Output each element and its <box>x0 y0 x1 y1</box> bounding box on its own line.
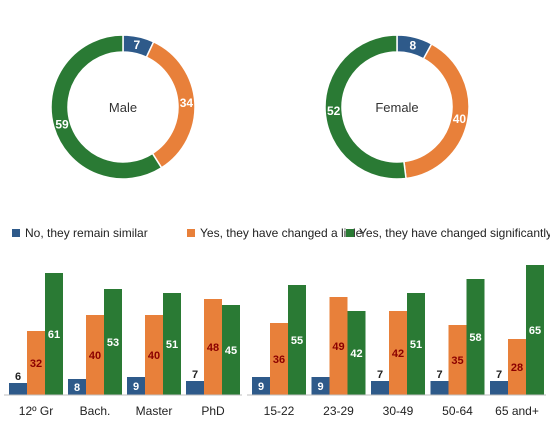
education-bar-value-significant: 51 <box>166 339 178 351</box>
age-category-label: 65 and+ <box>495 404 539 418</box>
age-bar-little <box>389 311 407 395</box>
age-bar-value-little: 42 <box>392 348 404 360</box>
female-slice-label-no: 8 <box>409 38 416 52</box>
female-slice-significant <box>324 34 407 180</box>
age-bar-no <box>311 377 330 395</box>
age-bar-value-little: 35 <box>451 355 463 367</box>
age-bar-no <box>490 381 508 395</box>
education-bar-little <box>145 315 163 395</box>
education-bar-value-significant: 45 <box>225 345 237 357</box>
education-bar-value-no: 6 <box>15 371 21 383</box>
donut-chart-female: 8 40 52 Female <box>324 34 470 180</box>
age-bar-value-no: 7 <box>377 369 383 381</box>
bar-chart-education: 6 32 61 12º Gr 8 40 53 Bach. 9 40 51 Master 7 48 45 PhD <box>9 273 240 418</box>
age-bar-value-no: 9 <box>317 381 323 393</box>
education-bar-significant <box>45 273 63 395</box>
education-bar-value-little: 40 <box>89 350 101 362</box>
male-slice-label-significant: 59 <box>55 118 69 132</box>
education-bar-value-no: 9 <box>133 381 139 393</box>
age-bar-significant <box>347 311 366 395</box>
age-bar-significant <box>466 279 485 395</box>
age-bar-value-no: 9 <box>258 381 264 393</box>
legend-label-no: No, they remain similar <box>25 226 148 240</box>
bar-chart-age: 9365515-229494223-297425130-497355850-64… <box>252 265 544 418</box>
age-bar-significant <box>288 285 306 395</box>
education-bar-little <box>86 315 104 395</box>
age-bar-value-significant: 55 <box>291 335 303 347</box>
education-bar-value-little: 32 <box>30 358 42 370</box>
legend: No, they remain similar Yes, they have c… <box>12 226 550 240</box>
age-bar-value-no: 7 <box>436 369 442 381</box>
female-center-label: Female <box>375 100 418 115</box>
education-bar-little <box>204 299 222 395</box>
age-bar-value-significant: 58 <box>469 332 481 344</box>
age-category-label: 30-49 <box>383 404 414 418</box>
age-bar-value-little: 49 <box>332 341 344 353</box>
legend-swatch-little <box>187 229 195 237</box>
legend-label-significant: Yes, they have changed significantly <box>359 226 550 240</box>
age-category-label: 23-29 <box>323 404 354 418</box>
legend-label-little: Yes, they have changed a little <box>200 226 363 240</box>
education-bar-value-significant: 61 <box>48 329 60 341</box>
age-bar-value-no: 7 <box>496 369 502 381</box>
education-category-label: 12º Gr <box>19 404 53 418</box>
male-slice-label-little: 34 <box>180 96 194 110</box>
age-bar-value-significant: 42 <box>350 348 362 360</box>
education-bar-value-no: 7 <box>192 369 198 381</box>
age-bar-little <box>270 323 288 395</box>
education-bar-value-little: 40 <box>148 350 160 362</box>
education-bar-little <box>27 331 45 395</box>
donut-chart-male: 7 34 59 Male <box>50 34 196 180</box>
legend-swatch-no <box>12 229 20 237</box>
education-category-label: Master <box>136 404 173 418</box>
age-category-label: 15-22 <box>264 404 295 418</box>
age-category-label: 50-64 <box>442 404 473 418</box>
age-bar-no <box>252 377 270 395</box>
female-slice-label-little: 40 <box>453 112 467 126</box>
age-bar-little <box>508 339 526 395</box>
education-bar-no <box>186 381 204 395</box>
female-slice-label-significant: 52 <box>327 104 341 118</box>
age-bar-little <box>448 325 467 395</box>
education-bar-no <box>9 383 27 395</box>
male-slice-label-no: 7 <box>134 38 141 52</box>
male-slice-significant <box>50 34 163 180</box>
legend-swatch-significant <box>346 229 354 237</box>
education-bar-value-significant: 53 <box>107 337 119 349</box>
age-bar-value-significant: 65 <box>529 325 541 337</box>
education-bar-no <box>127 377 145 395</box>
education-bar-value-no: 8 <box>74 382 80 394</box>
male-center-label: Male <box>109 100 137 115</box>
age-bar-significant <box>407 293 425 395</box>
education-bar-no <box>68 379 86 395</box>
education-category-label: PhD <box>201 404 225 418</box>
age-bar-no <box>371 381 389 395</box>
age-bar-value-significant: 51 <box>410 339 422 351</box>
education-bar-significant <box>222 305 240 395</box>
age-bar-value-little: 28 <box>511 362 523 374</box>
age-bar-little <box>329 297 348 395</box>
education-bar-value-little: 48 <box>207 342 219 354</box>
age-bar-significant <box>526 265 544 395</box>
education-bar-significant <box>163 293 181 395</box>
education-category-label: Bach. <box>80 404 111 418</box>
education-bar-significant <box>104 289 122 395</box>
age-bar-no <box>430 381 449 395</box>
age-bar-value-little: 36 <box>273 354 285 366</box>
